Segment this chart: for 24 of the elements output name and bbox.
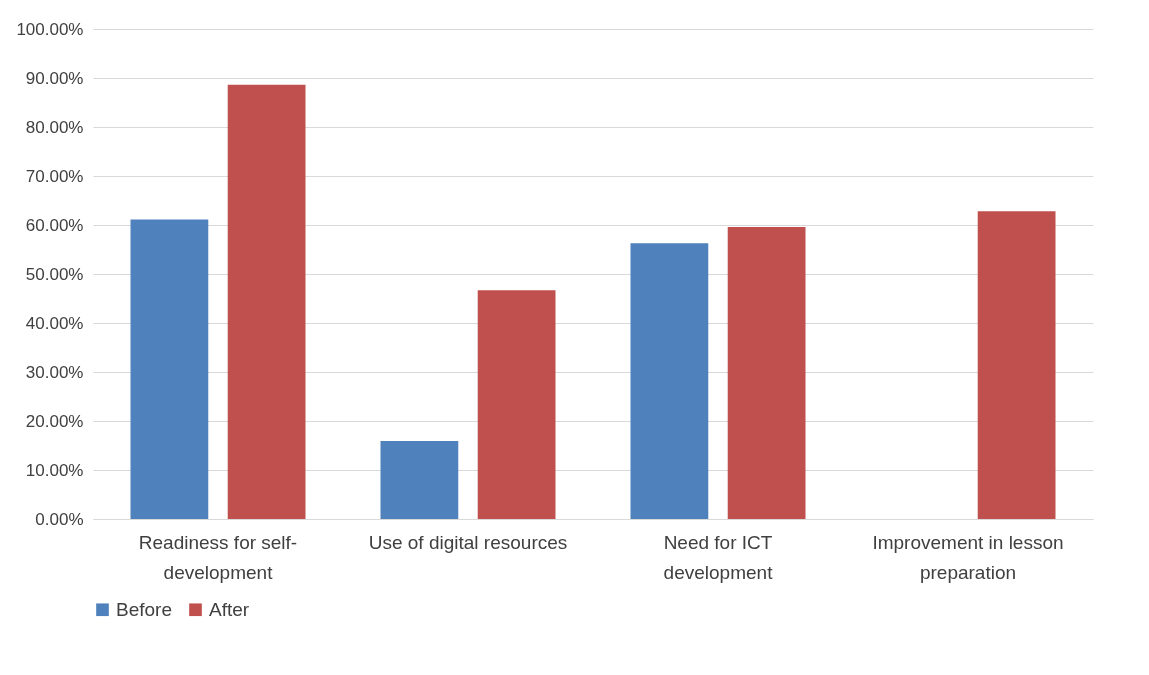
bar bbox=[630, 243, 709, 519]
x-tick-label: Use of digital resources bbox=[368, 531, 568, 553]
y-tick-label: 80.00% bbox=[25, 117, 84, 137]
bar bbox=[227, 84, 306, 519]
bar bbox=[727, 226, 806, 519]
y-tick-label: 70.00% bbox=[25, 166, 84, 186]
bar bbox=[477, 290, 556, 519]
y-tick-label: 50.00% bbox=[25, 264, 84, 284]
y-tick-label: 90.00% bbox=[25, 68, 84, 88]
x-tick-label: Improvement in lesson preparation bbox=[872, 531, 1064, 583]
y-tick-label: 60.00% bbox=[25, 215, 84, 235]
y-tick-label: 20.00% bbox=[25, 411, 84, 431]
legend-label: After bbox=[209, 598, 250, 620]
y-tick-label: 100.00% bbox=[16, 19, 84, 39]
y-tick-label: 40.00% bbox=[25, 313, 84, 333]
x-tick-label: Need for ICT development bbox=[663, 531, 774, 583]
y-tick-label: 30.00% bbox=[25, 362, 84, 382]
y-tick-label: 10.00% bbox=[25, 460, 84, 480]
bar bbox=[977, 211, 1056, 519]
legend-label: Before bbox=[116, 598, 172, 620]
bar bbox=[130, 219, 209, 519]
bar bbox=[380, 441, 459, 519]
x-tick-label: Readiness for self-development bbox=[138, 531, 298, 583]
y-tick-label: 0.00% bbox=[35, 509, 84, 529]
